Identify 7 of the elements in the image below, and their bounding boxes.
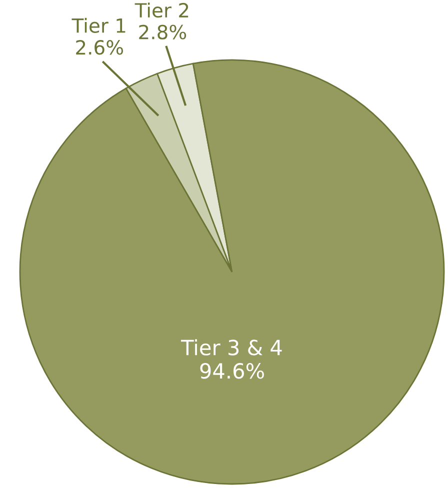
data-label: 2.6%: [76, 40, 124, 55]
slice-label: Tier 2: [134, 2, 188, 18]
data-label: 2.8%: [139, 24, 186, 40]
pie-slice: [19, 59, 445, 485]
slice-label: Tier 1: [72, 18, 126, 33]
data-label: 94.6%: [200, 362, 264, 379]
slice-label: Tier 3 & 4: [181, 339, 282, 356]
